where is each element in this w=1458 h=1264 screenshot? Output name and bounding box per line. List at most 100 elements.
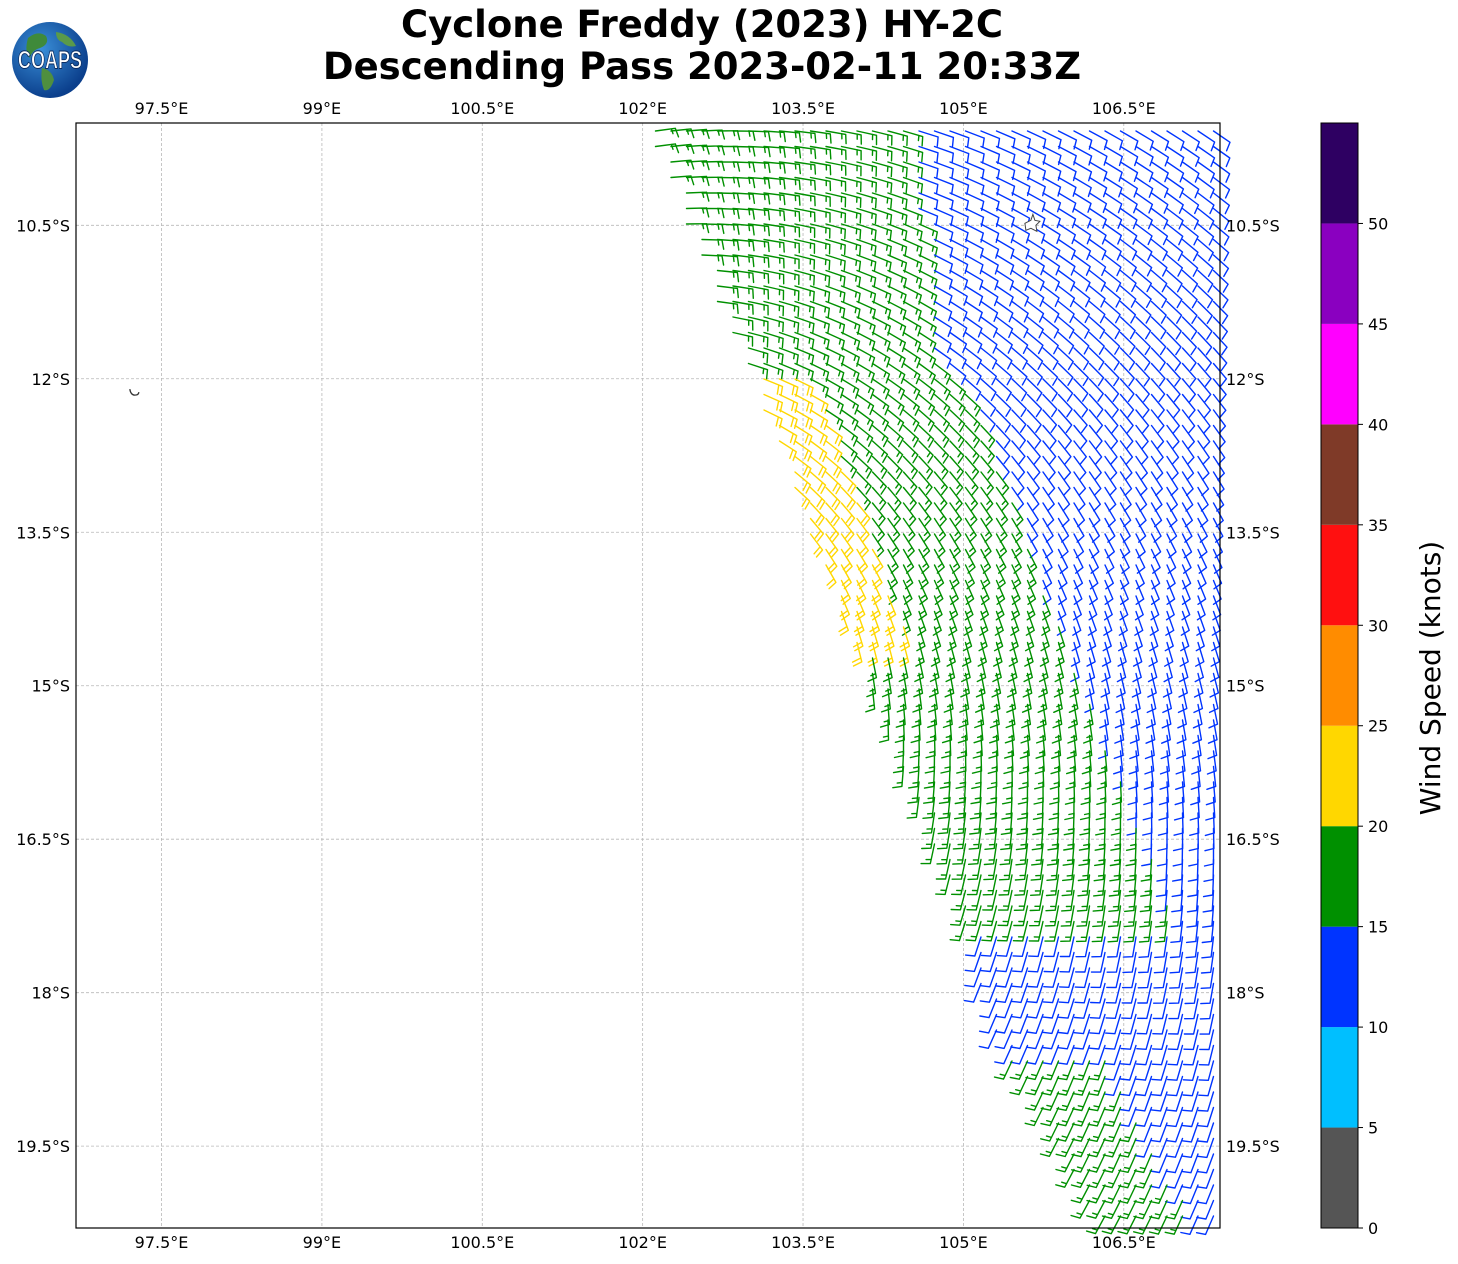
wind-barb — [1187, 858, 1199, 882]
wind-barb — [794, 347, 815, 366]
wind-barb — [809, 440, 828, 462]
wind-barb — [685, 207, 710, 218]
wind-barb — [1088, 471, 1102, 496]
wind-barb — [933, 486, 948, 512]
wind-barb — [732, 269, 755, 284]
wind-barb — [1197, 579, 1207, 605]
wind-barb — [1073, 393, 1089, 418]
wind-barb — [1011, 951, 1029, 973]
wind-barb — [964, 145, 985, 164]
wind-barb — [995, 517, 1008, 543]
wind-barb — [1135, 1075, 1153, 1097]
wind-barb — [994, 1044, 1013, 1065]
wind-barb — [933, 161, 954, 179]
wind-barb — [967, 858, 982, 881]
wind-barb — [1146, 703, 1156, 729]
wind-barb — [1196, 1153, 1215, 1174]
wind-barb — [1135, 579, 1145, 605]
wind-barb — [1101, 1215, 1122, 1235]
wind-barb — [1160, 734, 1171, 760]
wind-barb — [794, 269, 815, 286]
wind-barb — [1087, 626, 1097, 652]
wind-barb — [1114, 703, 1125, 729]
wind-barb — [1040, 1122, 1060, 1142]
wind-barb — [1104, 285, 1122, 308]
wind-barb — [1165, 1137, 1184, 1158]
wind-barb — [1084, 688, 1095, 713]
wind-barb — [1197, 145, 1216, 168]
wind-barb — [1042, 409, 1058, 434]
wind-barb — [1072, 610, 1082, 636]
wind-barb — [1042, 161, 1062, 181]
wind-barb — [979, 982, 998, 1003]
wind-barb — [1084, 672, 1095, 698]
wind-barb — [1028, 936, 1044, 958]
wind-barb — [1030, 874, 1044, 896]
wind-barb — [995, 471, 1010, 496]
wind-barb — [1208, 703, 1219, 729]
wind-barb — [1156, 858, 1168, 882]
wind-barb — [1027, 982, 1044, 1004]
wind-barb — [1073, 486, 1086, 512]
wind-barb — [1137, 982, 1153, 1004]
wind-barb — [1055, 1137, 1075, 1158]
wind-barb — [978, 626, 988, 652]
wind-barb — [1135, 564, 1145, 590]
wind-barb — [1197, 207, 1215, 230]
wind-barb — [1212, 207, 1230, 230]
wind-barb — [922, 796, 936, 819]
wind-barb — [716, 130, 741, 141]
wind-barb — [902, 192, 923, 210]
wind-barb — [1011, 486, 1025, 512]
wind-barb — [1166, 1075, 1184, 1097]
wind-barb — [1166, 564, 1176, 590]
wind-barb — [980, 471, 994, 496]
wind-barb — [897, 672, 908, 698]
wind-barb — [1133, 1153, 1153, 1174]
wind-barb — [809, 331, 830, 350]
wind-barb — [1119, 409, 1134, 434]
wind-barb — [1142, 812, 1153, 836]
wind-barb — [1068, 703, 1078, 729]
wind-barb — [1119, 1075, 1137, 1097]
wind-barb — [809, 378, 829, 398]
wind-barb — [949, 269, 969, 290]
wind-barb — [1171, 874, 1184, 898]
wind-barb — [1197, 161, 1215, 183]
wind-barb — [1026, 331, 1044, 355]
wind-barb — [1011, 300, 1029, 323]
wind-barb — [1135, 378, 1150, 403]
wind-barb — [1061, 889, 1075, 912]
wind-barb — [1095, 796, 1106, 821]
wind-barb — [971, 765, 982, 790]
wind-barb — [1165, 1153, 1184, 1174]
wind-barb — [964, 936, 982, 957]
wind-barb — [1181, 1137, 1199, 1158]
wind-barb — [1094, 843, 1106, 867]
wind-barb — [1047, 827, 1060, 851]
wind-barb — [747, 347, 769, 364]
wind-barb — [949, 393, 966, 417]
wind-barb — [1015, 843, 1029, 866]
wind-barb — [1166, 176, 1185, 199]
wind-barb — [1042, 347, 1059, 371]
wind-barb — [794, 238, 816, 254]
wind-barb — [1032, 796, 1044, 820]
wind-barb — [1121, 967, 1137, 989]
wind-barb — [1007, 672, 1017, 698]
wind-barb — [1016, 812, 1029, 836]
wind-barb — [1011, 238, 1030, 260]
wind-barb — [1026, 471, 1040, 496]
wind-barb — [809, 300, 830, 319]
wind-barb — [856, 161, 878, 177]
wind-barb — [1072, 1060, 1091, 1081]
wind-barb — [1166, 192, 1184, 214]
wind-barb — [878, 719, 890, 743]
wind-barb — [933, 579, 944, 605]
wind-barb — [902, 424, 919, 448]
wind-barb — [1123, 905, 1137, 928]
wind-barb — [1148, 1215, 1168, 1235]
colorbar: 0 5 10 15 20 25 30 35 40 45 50 — [1320, 122, 1388, 1238]
wind-barb — [840, 300, 861, 320]
wind-barb — [1042, 440, 1057, 465]
